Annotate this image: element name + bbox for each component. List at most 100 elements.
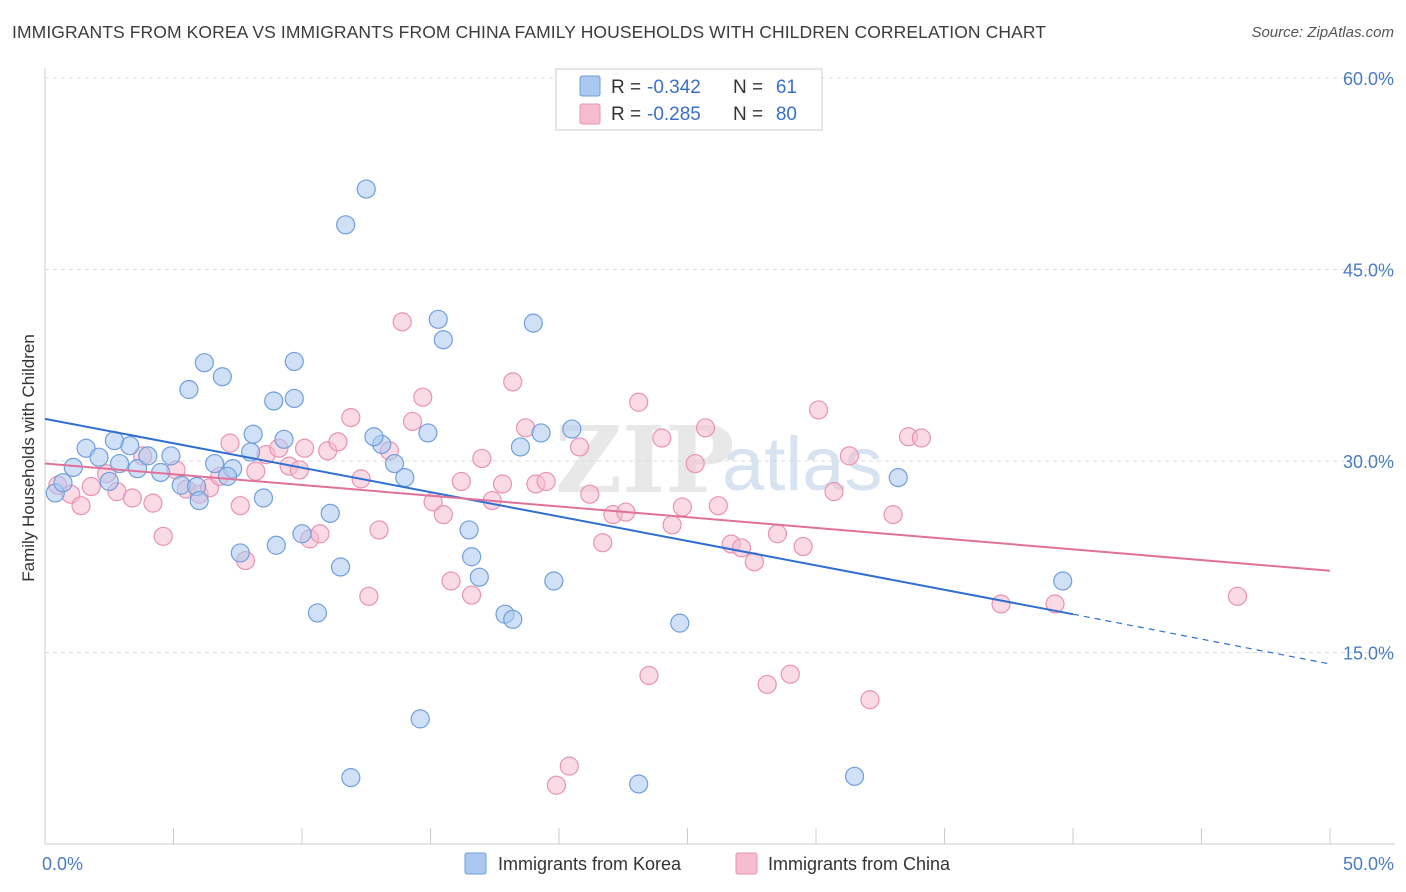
korea-point-18	[212, 367, 232, 387]
china-point-48	[559, 756, 579, 776]
korea-point-28	[284, 388, 304, 409]
korea-point-31	[320, 503, 340, 523]
china-point-38	[451, 471, 471, 492]
y-tick-label-2: 45.0%	[1343, 261, 1394, 281]
korea-point-17	[205, 453, 225, 474]
korea-point-13	[179, 379, 199, 400]
korea-point-52	[562, 419, 582, 439]
korea-point-4	[89, 447, 109, 467]
china-point-30	[369, 520, 389, 540]
korea-point-15	[189, 490, 209, 511]
china-point-73	[883, 505, 903, 525]
china-point-26	[328, 432, 348, 452]
legend-korea-r-value: -0.342	[647, 77, 701, 98]
china-point-47	[546, 775, 567, 795]
korea-point-53	[629, 774, 649, 794]
china-point-72	[860, 690, 880, 710]
china-point-55	[639, 665, 659, 686]
china-point-51	[593, 533, 613, 553]
korea-point-54	[670, 613, 690, 633]
legend-korea-swatch	[579, 75, 601, 97]
korea-point-39	[410, 709, 430, 729]
x-tick-label-1: 50.0%	[1343, 854, 1394, 874]
korea-point-32	[330, 557, 351, 577]
korea-point-11	[161, 446, 181, 466]
korea-point-47	[503, 609, 523, 629]
chart-title: IMMIGRANTS FROM KOREA VS IMMIGRANTS FROM…	[12, 22, 1047, 42]
korea-point-5	[99, 471, 119, 492]
korea-point-50	[531, 423, 551, 443]
china-point-78	[1227, 586, 1248, 606]
korea-point-58	[104, 430, 124, 451]
korea-point-33	[336, 215, 356, 235]
bottom-legend-china-label: Immigrants from China	[768, 854, 951, 874]
korea-point-55	[844, 766, 865, 786]
china-point-37	[441, 571, 461, 591]
china-point-76	[991, 594, 1011, 614]
china-point-67	[780, 664, 800, 684]
china-point-69	[808, 400, 829, 420]
china-point-29	[359, 586, 379, 606]
china-point-34	[413, 387, 433, 407]
china-point-18	[246, 461, 266, 481]
china-point-39	[462, 585, 482, 605]
china-trend-line	[44, 462, 1331, 572]
trend-lines	[44, 417, 1331, 665]
legend-china-swatch	[579, 103, 601, 125]
x-tick-labels: 0.0% 50.0%	[42, 854, 1394, 874]
china-point-49	[569, 437, 590, 457]
china-point-43	[503, 372, 523, 392]
watermark-atlas: atlas	[722, 422, 883, 507]
korea-point-48	[510, 437, 531, 457]
china-point-22	[289, 460, 310, 480]
china-point-66	[767, 524, 788, 544]
china-point-24	[310, 524, 330, 544]
bottom-legend-korea-label: Immigrants from Korea	[498, 854, 682, 874]
legend-box: R = -0.342 N = 61 R = -0.285 N = 80	[555, 68, 823, 131]
korea-point-23	[253, 488, 274, 508]
china-point-46	[536, 471, 556, 492]
legend-china-r-value: -0.285	[647, 104, 701, 125]
china-point-42	[492, 474, 513, 494]
y-tick-label-1: 30.0%	[1343, 452, 1394, 472]
china-point-61	[708, 496, 728, 516]
china-point-27	[341, 407, 361, 428]
korea-point-37	[384, 453, 405, 474]
korea-point-34	[341, 768, 361, 788]
china-point-32	[392, 312, 412, 332]
bottom-legend: Immigrants from Korea Immigrants from Ch…	[464, 852, 951, 875]
korea-points	[45, 179, 1073, 794]
china-point-63	[731, 538, 752, 558]
y-tick-label-3: 60.0%	[1343, 69, 1394, 89]
y-tick-labels: 15.0% 30.0% 45.0% 60.0%	[1343, 69, 1394, 664]
china-point-54	[629, 392, 649, 412]
china-point-65	[757, 674, 777, 695]
china-point-59	[685, 453, 705, 474]
y-tick-label-0: 15.0%	[1343, 644, 1394, 664]
korea-point-60	[364, 427, 384, 447]
legend-korea-n-value: 61	[776, 77, 797, 98]
china-point-56	[652, 428, 672, 448]
china-point-57	[662, 515, 682, 535]
korea-point-45	[469, 567, 489, 587]
bottom-legend-korea-swatch	[464, 852, 487, 875]
legend-china-n-value: 80	[776, 104, 797, 125]
china-point-36	[433, 505, 453, 525]
korea-point-7	[109, 453, 130, 474]
china-point-9	[153, 526, 173, 546]
korea-point-57	[1053, 571, 1073, 591]
legend-china-r-label: R =	[611, 104, 641, 125]
china-point-16	[230, 496, 250, 516]
legend-china-n-label: N =	[733, 104, 763, 125]
korea-point-35	[356, 179, 376, 199]
china-point-15	[220, 433, 240, 453]
korea-trend-line	[44, 417, 1074, 616]
china-point-75	[911, 428, 931, 448]
china-point-33	[402, 411, 423, 432]
korea-point-29	[292, 524, 312, 544]
china-points	[48, 312, 1248, 795]
korea-point-56	[888, 467, 908, 488]
axes	[44, 68, 1395, 845]
korea-point-27	[284, 351, 304, 372]
